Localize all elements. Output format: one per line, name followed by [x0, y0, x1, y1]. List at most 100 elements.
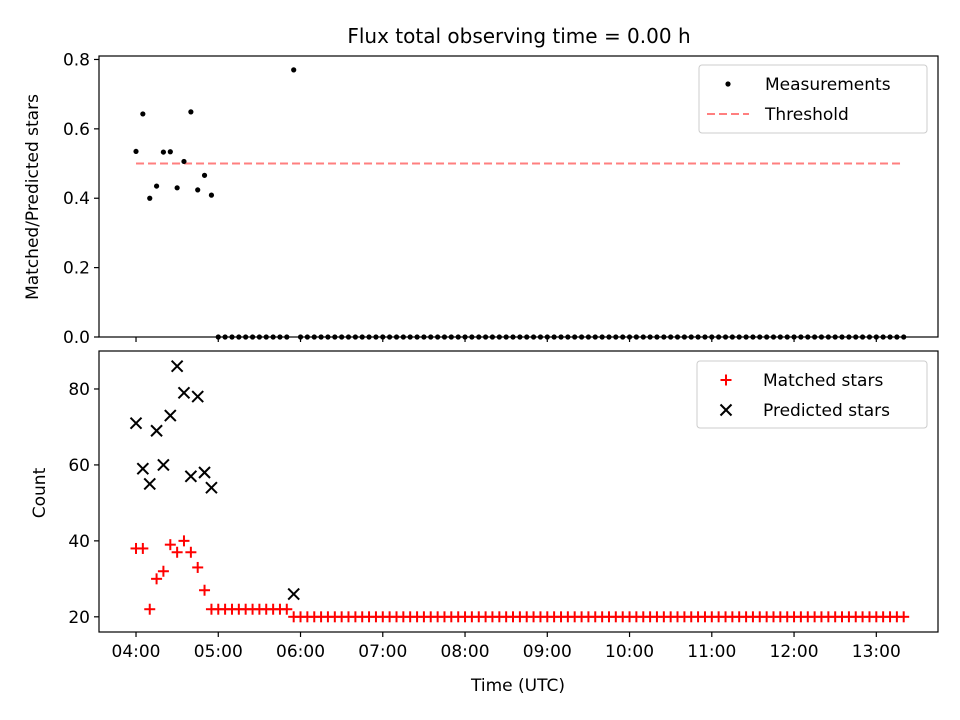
- measurement-point: [722, 334, 729, 340]
- measurement-point: [318, 334, 324, 340]
- measurement-point: [304, 334, 310, 340]
- measurement-point: [866, 334, 873, 340]
- measurement-point: [503, 334, 509, 340]
- measurement-point: [853, 334, 859, 340]
- measurement-point: [585, 334, 592, 340]
- matched-point: [157, 565, 169, 577]
- measurement-point: [839, 334, 845, 340]
- measurement-point: [873, 334, 879, 340]
- bottom-ytick-label: 60: [68, 456, 90, 476]
- measurement-point: [407, 334, 413, 340]
- measurement-point: [393, 334, 400, 340]
- measurement-point: [565, 334, 571, 340]
- predicted-point-stroke: [191, 390, 204, 403]
- measurement-point: [859, 334, 866, 340]
- top-ytick-label: 0.6: [63, 120, 90, 140]
- measurement-point: [448, 334, 454, 340]
- measurement-point: [599, 334, 605, 340]
- measurement-point: [414, 334, 420, 340]
- measurement-point: [887, 334, 893, 340]
- measurement-point: [181, 158, 187, 165]
- bottom-xtick-label: 12:00: [770, 642, 819, 662]
- measurement-point: [387, 334, 393, 340]
- bottom-plot-frame: [98, 350, 939, 633]
- predicted-point-stroke: [205, 481, 218, 494]
- measurement-point: [791, 334, 797, 340]
- bottom-legend-box: [696, 360, 928, 429]
- bottom-xtick-label: 05:00: [194, 642, 243, 662]
- measurement-point: [195, 187, 201, 193]
- measurement-point: [174, 185, 180, 191]
- matched-point: [151, 573, 163, 585]
- top-legend-box: [698, 64, 928, 134]
- measurement-point: [455, 334, 461, 340]
- predicted-point-stroke: [136, 462, 150, 475]
- bottom-xtick-label: 06:00: [276, 642, 325, 662]
- measurement-point: [743, 334, 749, 340]
- predicted-point: [287, 587, 300, 601]
- measurement-point: [592, 334, 598, 340]
- measurement-point: [277, 334, 283, 340]
- measurement-point: [654, 334, 660, 340]
- measurement-point: [812, 334, 818, 340]
- legend-predicted-marker: [719, 403, 733, 417]
- matched-point: [898, 611, 910, 623]
- measurement-point: [339, 334, 345, 340]
- measurement-point: [702, 334, 708, 340]
- measurement-point: [832, 334, 838, 340]
- matched-point: [171, 546, 183, 558]
- predicted-point: [205, 481, 218, 494]
- measurement-point: [366, 334, 372, 340]
- measurement-point: [674, 334, 681, 340]
- measurement-point: [256, 334, 262, 340]
- measurement-point: [750, 334, 756, 340]
- measurement-point: [380, 334, 386, 340]
- bottom-ytick-label: 40: [68, 532, 90, 552]
- measurement-point: [222, 334, 228, 340]
- predicted-point-stroke: [170, 359, 184, 373]
- measurement-point: [373, 334, 379, 340]
- measurement-point: [551, 334, 557, 340]
- measurement-point: [901, 334, 907, 340]
- measurement-point: [147, 195, 153, 201]
- measurement-point: [263, 334, 269, 340]
- measurement-point: [160, 149, 167, 155]
- measurement-point: [325, 334, 331, 340]
- predicted-point-stroke: [157, 458, 170, 472]
- measurement-point: [482, 334, 489, 340]
- measurement-point: [359, 334, 365, 340]
- measurement-point: [201, 172, 208, 178]
- measurement-point: [846, 334, 852, 340]
- measurement-point: [818, 334, 825, 340]
- measurement-point: [633, 334, 639, 340]
- measurement-point: [572, 334, 578, 340]
- predicted-point: [170, 359, 184, 373]
- measurement-point: [558, 334, 564, 340]
- measurement-point: [517, 334, 523, 340]
- matched-point: [281, 603, 293, 615]
- top-ytick-label: 0.2: [63, 259, 90, 279]
- measurement-point: [805, 334, 811, 340]
- measurement-point: [270, 334, 276, 340]
- legend-threshold-label: Threshold: [764, 105, 849, 125]
- measurement-point: [606, 334, 612, 340]
- bottom-ytick-label: 20: [68, 608, 90, 628]
- measurement-point: [620, 334, 626, 340]
- top-ytick-label: 0.8: [63, 50, 90, 70]
- measurement-point: [462, 334, 468, 340]
- predicted-point: [136, 462, 150, 475]
- measurement-point: [208, 192, 215, 198]
- measurement-point: [729, 334, 735, 340]
- measurement-point: [188, 109, 194, 115]
- measurement-point: [284, 334, 290, 340]
- measurement-point: [311, 334, 317, 340]
- measurement-point: [626, 334, 633, 340]
- measurement-point: [764, 334, 770, 340]
- bottom-ylabel: Count: [30, 467, 50, 518]
- measurement-point: [140, 111, 146, 117]
- predicted-point-stroke: [150, 424, 163, 437]
- measurement-point: [757, 334, 763, 340]
- predicted-point-stroke: [287, 587, 300, 601]
- predicted-point-stroke: [198, 466, 211, 479]
- top-axes: Matched/Predicted stars 0.0 0.2 0.4 0.6 0.8 M…: [23, 50, 939, 348]
